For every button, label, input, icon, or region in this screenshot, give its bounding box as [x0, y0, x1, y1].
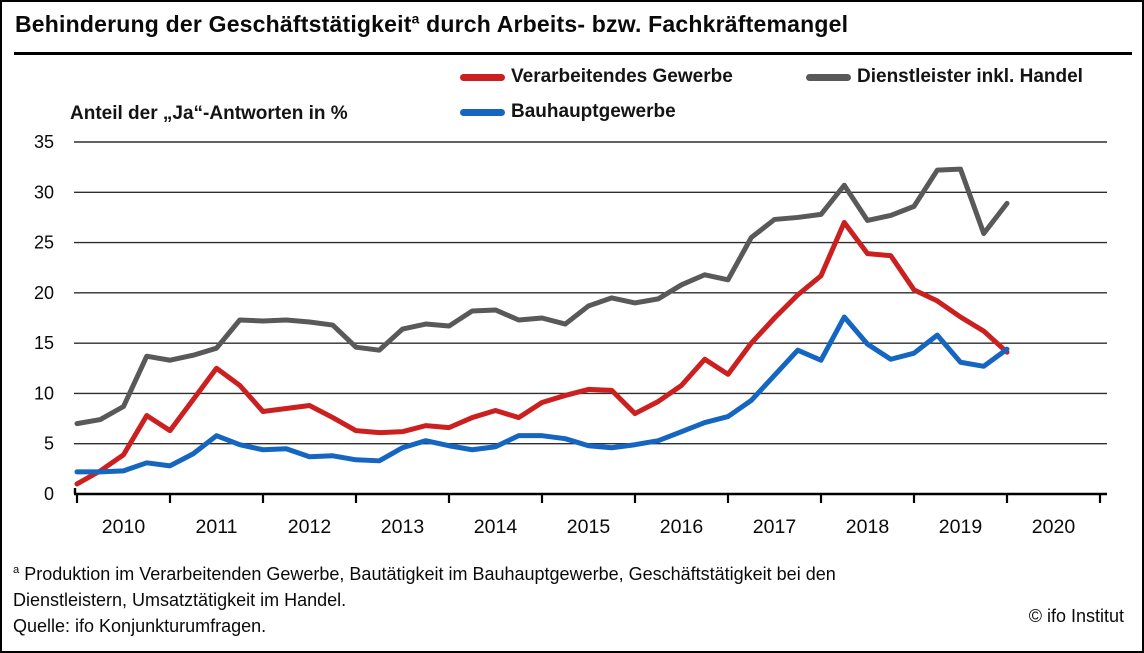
y-tick-label-30: 30 — [34, 182, 54, 202]
title-footnote-marker: a — [411, 11, 420, 27]
x-tick-label-2018: 2018 — [846, 516, 889, 538]
x-tick-label-2020: 2020 — [1032, 516, 1076, 538]
title-divider — [14, 52, 1132, 55]
legend-item-bauhauptgewerbe: Bauhauptgewerbe — [460, 101, 676, 123]
y-tick-label-0: 0 — [44, 484, 54, 504]
legend-label: Dienstleister inkl. Handel — [857, 66, 1083, 87]
footnote-marker: a — [13, 564, 20, 576]
title-rest: durch Arbeits- bzw. Fachkräftemangel — [419, 11, 849, 37]
source-note: Quelle: ifo Konjunkturumfragen. — [13, 616, 267, 636]
legend-swatch-dienstleister — [806, 73, 851, 81]
footnote-line1: Produktion im Verarbeitenden Gewerbe, Ba… — [24, 564, 836, 584]
legend-swatch-verarbeitendes-gewerbe — [460, 73, 505, 81]
legend-swatch-bauhauptgewerbe — [460, 108, 505, 116]
series-line-bauhauptgewerbe — [74, 314, 1010, 475]
x-tick-label-2010: 2010 — [102, 516, 146, 538]
x-tick-label-2017: 2017 — [753, 516, 796, 538]
x-tick-label-2016: 2016 — [660, 516, 703, 538]
series-line-dienstleister-inkl-handel — [74, 166, 1010, 427]
x-tick-label-2019: 2019 — [939, 516, 982, 538]
y-tick-label-10: 10 — [34, 383, 54, 403]
x-tick-label-2011: 2011 — [196, 516, 238, 538]
legend-item-verarbeitendes-gewerbe: Verarbeitendes Gewerbe — [460, 66, 733, 88]
x-tick-label-2013: 2013 — [381, 516, 424, 538]
footnote-line2: Dienstleistern, Umsatztätigkeit im Hande… — [13, 590, 347, 610]
footnote-block: a Produktion im Verarbeitenden Gewerbe, … — [13, 557, 1073, 639]
legend-label: Verarbeitendes Gewerbe — [511, 66, 733, 87]
legend-item-dienstleister: Dienstleister inkl. Handel — [806, 66, 1083, 88]
title-main: Behinderung der Geschäftstätigkeit — [15, 11, 412, 37]
x-tick-label-2014: 2014 — [474, 516, 518, 538]
axis-unit-label: Anteil der „Ja“-Antworten in % — [70, 103, 348, 124]
y-tick-label-35: 35 — [34, 132, 54, 152]
footnote-text: a Produktion im Verarbeitenden Gewerbe, … — [13, 557, 1073, 613]
x-tick-label-2015: 2015 — [567, 516, 611, 538]
page-title: Behinderung der Geschäftstätigkeita durc… — [15, 11, 1125, 38]
legend-label: Bauhauptgewerbe — [511, 101, 676, 122]
y-tick-label-20: 20 — [34, 283, 54, 303]
y-tick-label-5: 5 — [44, 434, 54, 454]
copyright-note: © ifo Institut — [1028, 606, 1124, 626]
y-tick-label-25: 25 — [34, 233, 54, 253]
y-tick-label-15: 15 — [34, 333, 54, 353]
series-line-verarbeitendes-gewerbe — [74, 219, 1010, 487]
x-tick-label-2012: 2012 — [288, 516, 331, 538]
